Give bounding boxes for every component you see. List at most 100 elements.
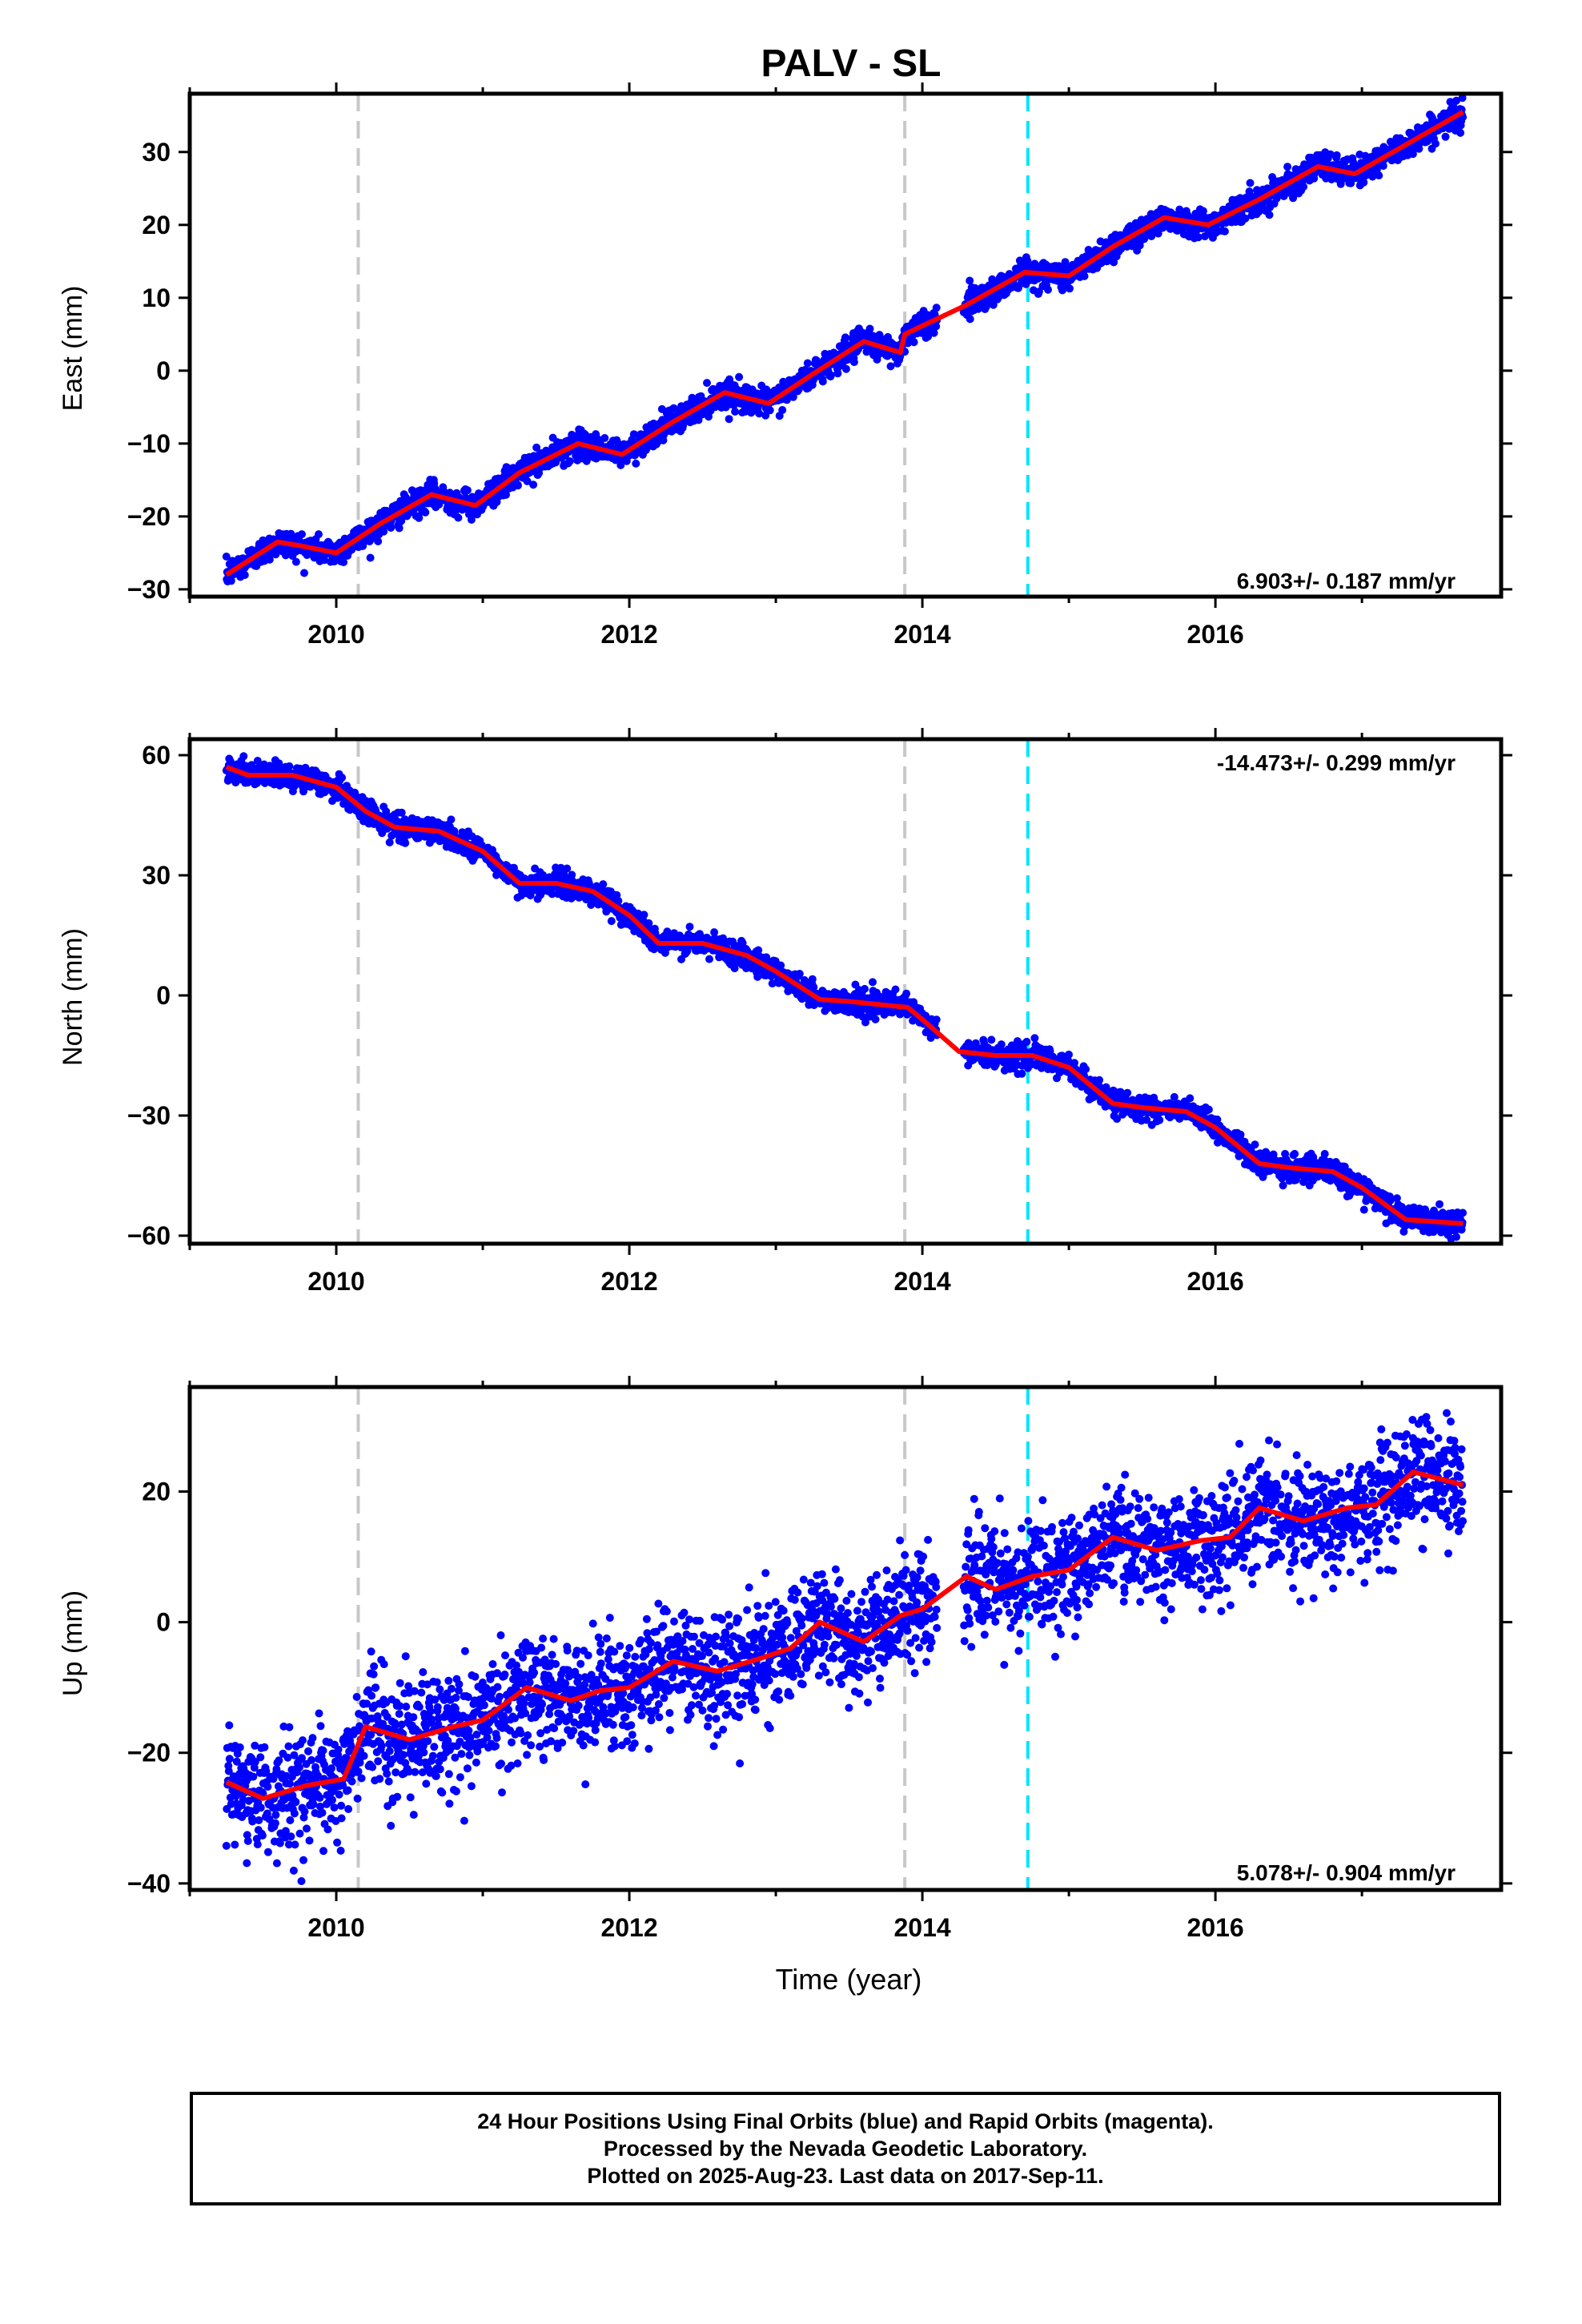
east-data-point (379, 527, 388, 536)
east-data-point (514, 481, 522, 490)
north-data-point (563, 864, 572, 873)
north-data-point (685, 923, 694, 931)
north-data-points (222, 752, 1468, 1243)
north-data-point (987, 1035, 996, 1044)
north-data-point (447, 815, 456, 824)
east-data-point (966, 276, 974, 285)
east-data-point (374, 537, 383, 545)
east-data-point (841, 333, 849, 342)
east-data-point (467, 516, 476, 524)
east-data-point (300, 569, 308, 577)
east-data-point (909, 338, 918, 347)
north-data-point (871, 1015, 880, 1023)
east-data-point (1452, 96, 1460, 105)
east-data-point (227, 577, 235, 585)
east-y-tick-label: 20 (142, 211, 171, 239)
east-x-tick-label: 2010 (307, 620, 364, 649)
north-data-point (902, 989, 911, 998)
east-data-point (1379, 162, 1387, 171)
north-data-point (401, 838, 410, 847)
east-data-point (339, 558, 348, 566)
north-data-point (795, 970, 804, 978)
east-data-point (1347, 179, 1355, 187)
east-y-tick-label: −20 (127, 502, 171, 531)
north-data-point (861, 984, 869, 993)
east-data-point (565, 457, 574, 465)
east-data-point (1458, 94, 1467, 103)
east-data-point (1080, 271, 1089, 280)
east-data-point (669, 404, 678, 412)
north-data-point (777, 961, 785, 970)
east-data-point (1283, 163, 1292, 171)
east-data-point (765, 406, 774, 415)
east-data-point (454, 513, 463, 522)
east-data-point (1332, 151, 1341, 159)
east-data-point (265, 555, 274, 564)
east-data-point (735, 372, 744, 381)
east-data-point (1044, 285, 1052, 294)
east-data-point (415, 513, 424, 522)
east-y-tick-label: 10 (142, 283, 171, 312)
east-data-point (755, 409, 764, 418)
east-x-tick-label: 2012 (600, 620, 657, 649)
east-data-point (1299, 183, 1308, 191)
east-data-point (1199, 207, 1207, 215)
north-data-point (891, 985, 900, 994)
east-data-point (1375, 171, 1383, 180)
east-data-point (395, 524, 404, 533)
east-data-point (1246, 179, 1255, 187)
east-data-point (679, 421, 687, 430)
north-data-point (607, 917, 616, 926)
north-data-point (239, 752, 248, 761)
east-data-point (1220, 227, 1229, 235)
east-data-point (1241, 214, 1250, 223)
east-data-point (789, 392, 797, 401)
east-data-point (803, 359, 812, 368)
east-y-tick-label: 30 (142, 138, 171, 167)
east-data-point (463, 486, 472, 495)
north-data-point (869, 978, 877, 987)
east-data-points (222, 94, 1468, 585)
east-y-tick-label: −30 (127, 575, 171, 604)
east-data-point (932, 322, 941, 331)
east-data-point (366, 553, 375, 562)
east-data-point (532, 443, 541, 452)
east-data-point (849, 358, 858, 367)
east-data-point (600, 434, 609, 442)
east-data-point (1066, 284, 1074, 293)
east-data-point (1326, 150, 1335, 159)
north-data-point (397, 808, 406, 817)
north-data-point (705, 955, 713, 963)
north-data-point (338, 774, 347, 782)
east-data-point (932, 304, 941, 312)
east-data-point (1140, 235, 1149, 243)
east-data-point (703, 379, 711, 388)
east-data-point (779, 377, 788, 386)
east-data-point (387, 524, 396, 532)
east-data-point (421, 508, 430, 517)
east-data-point (865, 324, 874, 333)
north-data-point (1018, 1069, 1026, 1078)
east-x-tick-label: 2014 (893, 620, 950, 649)
east-data-point (966, 315, 974, 324)
east-data-point (1289, 194, 1298, 203)
east-data-point (989, 300, 998, 309)
north-data-point (753, 972, 762, 981)
north-data-point (997, 1040, 1006, 1049)
north-data-point (599, 880, 608, 889)
east-data-point (818, 377, 827, 386)
east-data-point (826, 371, 835, 380)
east-data-point (291, 557, 300, 566)
east-data-point (298, 530, 306, 539)
east-data-point (1456, 128, 1465, 137)
east-data-point (725, 415, 733, 424)
east-data-point (315, 530, 323, 539)
east-data-point (833, 369, 842, 378)
east-data-point (1431, 139, 1439, 148)
east-data-point (841, 364, 850, 373)
north-data-point (640, 911, 648, 919)
east-data-point (782, 396, 791, 404)
